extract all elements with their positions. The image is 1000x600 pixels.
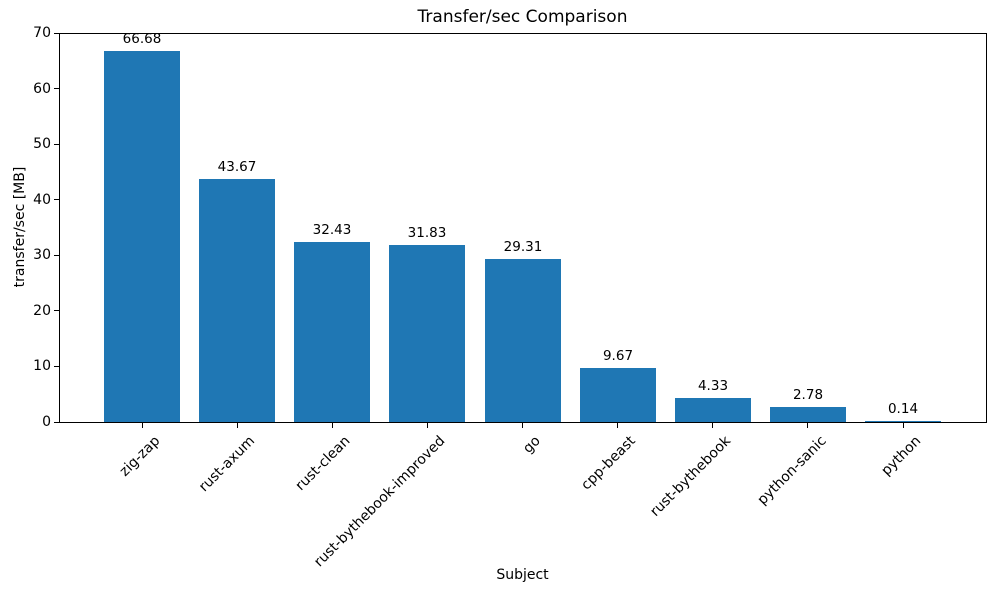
bar-value-label: 0.14 <box>887 401 919 417</box>
bar-value-label: 9.67 <box>602 348 634 364</box>
y-tick-label: 70 <box>33 25 51 41</box>
y-tick-label: 0 <box>42 414 51 430</box>
bar-value-label: 31.83 <box>407 225 447 241</box>
x-tick <box>141 423 143 428</box>
y-tick <box>54 143 59 145</box>
x-tick-label: rust-bythebook <box>647 433 735 520</box>
x-tick-label: python <box>878 433 925 479</box>
bar <box>104 51 180 422</box>
y-tick-label: 50 <box>33 136 51 153</box>
x-tick <box>236 423 238 428</box>
y-tick-label: 10 <box>33 358 51 375</box>
x-tick <box>522 423 523 428</box>
bar-value-label: 4.33 <box>697 378 729 394</box>
bar-value-label: 2.78 <box>792 387 824 403</box>
y-tick <box>54 88 59 90</box>
bar <box>770 407 846 422</box>
y-tick-label: 40 <box>33 191 51 208</box>
y-tick <box>54 199 59 201</box>
y-tick <box>54 421 59 423</box>
x-axis-label: Subject <box>496 567 549 583</box>
bar-value-label: 29.31 <box>503 239 543 255</box>
bar <box>485 259 561 422</box>
bar <box>294 242 370 422</box>
x-tick-label: rust-axum <box>196 433 259 496</box>
x-tick <box>617 423 619 428</box>
x-tick <box>902 423 904 428</box>
bar <box>199 179 275 422</box>
y-tick <box>54 254 59 256</box>
bar <box>580 368 656 422</box>
bar <box>675 398 751 422</box>
bar <box>389 245 465 422</box>
bar <box>865 421 941 422</box>
y-tick-label: 30 <box>33 247 51 264</box>
bar-value-label: 66.68 <box>122 31 162 47</box>
x-tick <box>712 423 714 428</box>
x-tick <box>331 423 333 428</box>
bar-value-label: 32.43 <box>312 222 352 238</box>
y-tick <box>54 310 59 312</box>
x-tick <box>807 423 809 428</box>
y-axis-label: transfer/sec [MB] <box>12 166 28 288</box>
y-tick-label: 60 <box>33 80 51 97</box>
x-tick-label: go <box>520 433 544 457</box>
x-tick <box>426 423 428 428</box>
y-tick-label: 20 <box>33 302 51 319</box>
x-tick-label: python-sanic <box>753 433 830 509</box>
x-tick-label: rust-clean <box>292 433 354 494</box>
chart-title: Transfer/sec Comparison <box>417 7 628 27</box>
x-tick-label: cpp-beast <box>578 433 639 494</box>
y-tick <box>54 365 59 367</box>
bar-value-label: 43.67 <box>217 159 257 175</box>
x-tick-label: zig-zap <box>116 433 164 480</box>
y-tick <box>54 32 59 34</box>
